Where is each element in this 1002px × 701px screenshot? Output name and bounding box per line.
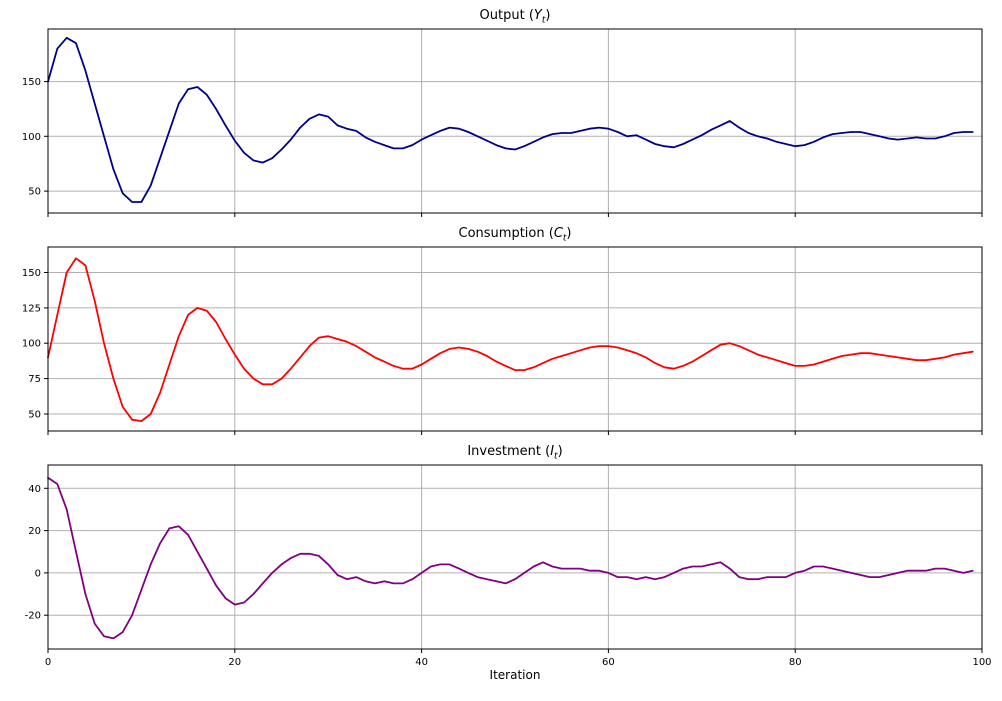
svg-text:125: 125 bbox=[22, 303, 41, 314]
svg-text:40: 40 bbox=[28, 484, 41, 495]
svg-text:40: 40 bbox=[415, 657, 428, 666]
svg-text:60: 60 bbox=[602, 657, 615, 666]
svg-text:150: 150 bbox=[22, 268, 41, 279]
svg-text:50: 50 bbox=[28, 410, 41, 421]
svg-text:20: 20 bbox=[28, 526, 41, 537]
consumption-line-chart: 50 75 100 125 150 bbox=[22, 246, 983, 435]
svg-text:100: 100 bbox=[22, 339, 41, 350]
svg-text:150: 150 bbox=[22, 77, 41, 88]
svg-text:80: 80 bbox=[789, 657, 802, 666]
svg-text:50: 50 bbox=[28, 187, 41, 198]
subplot-investment: Investment (It) -20 0 20 40 0 20 40 60 80 100 bbox=[0, 440, 1002, 666]
svg-text:75: 75 bbox=[28, 374, 41, 385]
output-line-chart: 50 100 150 bbox=[22, 28, 983, 217]
subplot-output-title: Output (Yt) bbox=[479, 8, 551, 26]
svg-text:20: 20 bbox=[228, 657, 241, 666]
svg-text:100: 100 bbox=[22, 132, 41, 143]
x-axis-label: Iteration bbox=[489, 668, 541, 682]
subplot-output: Output (Yt) 50 100 150 bbox=[0, 4, 1002, 222]
svg-text:100: 100 bbox=[972, 657, 991, 666]
svg-text:0: 0 bbox=[45, 657, 51, 666]
subplot-consumption: Consumption (Ct) 50 75 100 125 150 bbox=[0, 222, 1002, 440]
svg-text:-20: -20 bbox=[25, 611, 41, 622]
subplot-investment-title: Investment (It) bbox=[467, 444, 563, 462]
subplot-consumption-title: Consumption (Ct) bbox=[458, 226, 572, 244]
investment-line-chart: -20 0 20 40 0 20 40 60 80 100 bbox=[25, 464, 992, 666]
svg-text:0: 0 bbox=[35, 568, 41, 579]
